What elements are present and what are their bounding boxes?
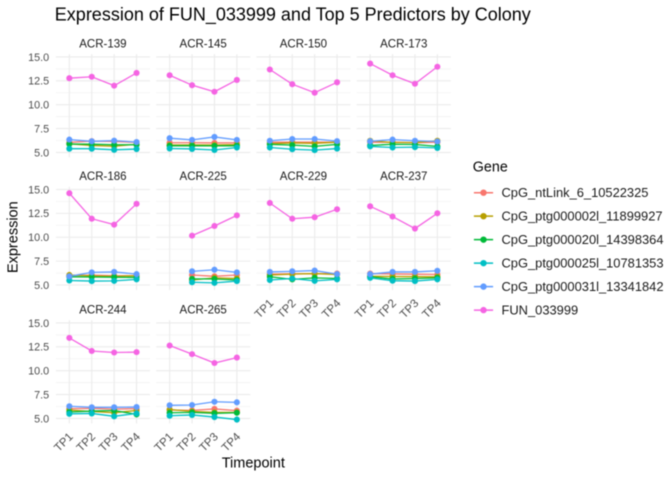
svg-text:ACR-265: ACR-265	[180, 304, 227, 316]
svg-text:FUN_033999: FUN_033999	[502, 303, 579, 318]
svg-text:ACR-139: ACR-139	[79, 38, 126, 50]
svg-text:CpG_ptg000020l_14398364: CpG_ptg000020l_14398364	[502, 232, 664, 247]
svg-text:15.0: 15.0	[28, 184, 49, 196]
svg-text:12.5: 12.5	[28, 342, 49, 354]
svg-text:ACR-225: ACR-225	[180, 171, 227, 183]
svg-text:Timepoint: Timepoint	[222, 455, 285, 471]
svg-text:12.5: 12.5	[28, 208, 49, 220]
svg-text:15.0: 15.0	[28, 318, 49, 330]
svg-text:7.5: 7.5	[34, 389, 49, 401]
svg-text:ACR-229: ACR-229	[280, 171, 327, 183]
svg-text:12.5: 12.5	[28, 76, 49, 88]
svg-text:Expression of FUN_033999 and T: Expression of FUN_033999 and Top 5 Predi…	[55, 4, 531, 25]
svg-text:ACR-244: ACR-244	[79, 304, 127, 316]
svg-text:CpG_ntLink_6_10522325: CpG_ntLink_6_10522325	[502, 185, 649, 200]
svg-text:CpG_ptg000025l_10781353: CpG_ptg000025l_10781353	[502, 256, 664, 271]
svg-text:ACR-145: ACR-145	[180, 38, 227, 50]
svg-text:ACR-186: ACR-186	[79, 171, 126, 183]
svg-text:ACR-150: ACR-150	[280, 38, 327, 50]
svg-text:10.0: 10.0	[28, 232, 49, 244]
svg-text:5.0: 5.0	[34, 147, 49, 159]
svg-text:ACR-237: ACR-237	[380, 171, 427, 183]
svg-text:Expression: Expression	[6, 201, 22, 273]
svg-text:7.5: 7.5	[34, 256, 49, 268]
svg-text:CpG_ptg000002l_11899927: CpG_ptg000002l_11899927	[502, 209, 663, 224]
svg-text:CpG_ptg000031l_13341842: CpG_ptg000031l_13341842	[502, 279, 664, 294]
svg-text:10.0: 10.0	[28, 100, 49, 112]
svg-text:ACR-173: ACR-173	[380, 38, 427, 50]
svg-text:Gene: Gene	[473, 159, 508, 175]
svg-text:7.5: 7.5	[34, 123, 49, 135]
svg-text:15.0: 15.0	[28, 52, 49, 64]
svg-text:10.0: 10.0	[28, 366, 49, 378]
svg-text:5.0: 5.0	[34, 280, 49, 292]
svg-text:5.0: 5.0	[34, 413, 49, 425]
